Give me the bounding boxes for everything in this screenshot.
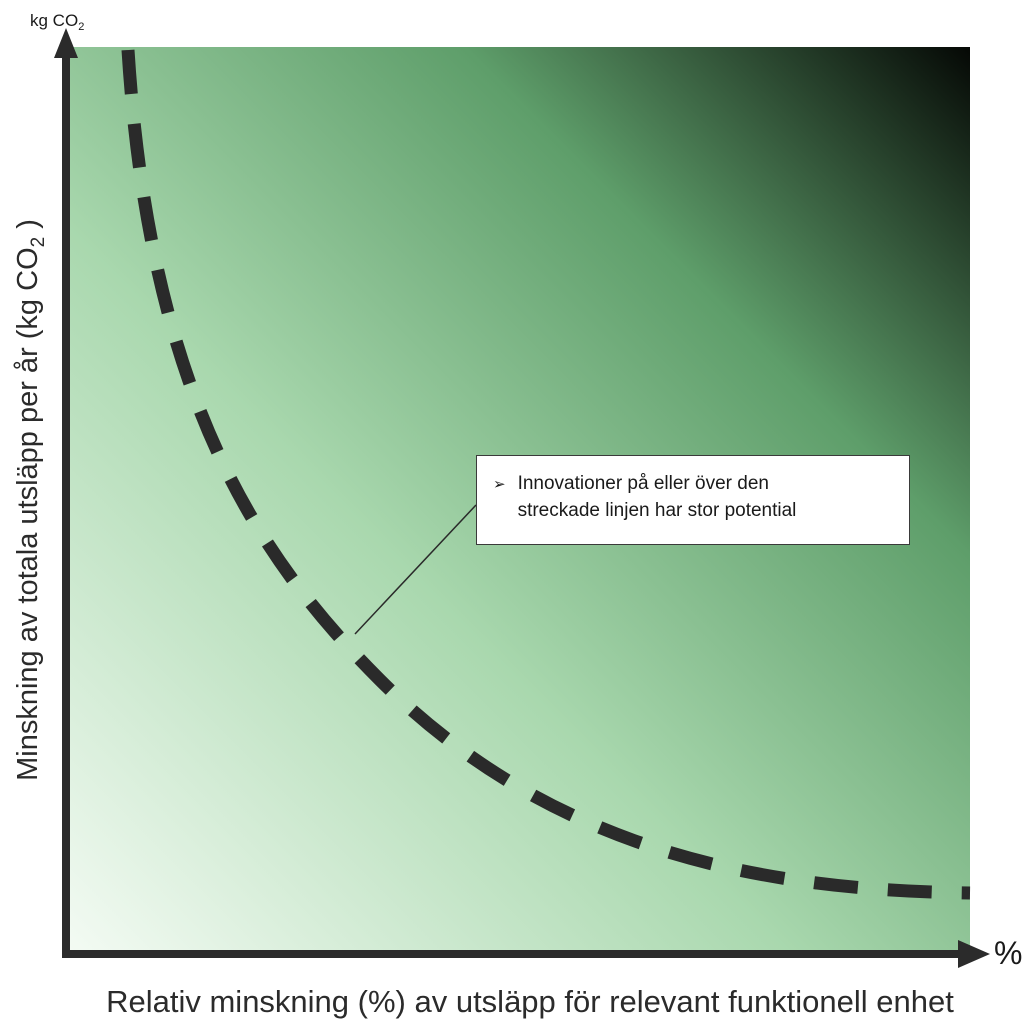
x-unit-label: % xyxy=(994,935,1022,971)
y-axis-arrow xyxy=(54,28,78,58)
y-axis-title: Minskning av totala utsläpp per år (kg C… xyxy=(12,219,49,781)
callout-text: Innovationer på eller över den streckade… xyxy=(518,470,797,524)
callout-bullet-icon: ➢ xyxy=(493,470,506,498)
x-axis-title: Relativ minskning (%) av utsläpp för rel… xyxy=(106,984,954,1019)
callout-text-line-1: Innovationer på eller över den xyxy=(518,470,797,497)
y-unit-label: kg CO2 xyxy=(30,11,84,33)
callout-box: ➢ Innovationer på eller över den strecka… xyxy=(476,455,910,545)
x-axis-arrow xyxy=(958,940,990,968)
callout-text-line-2: streckade linjen har stor potential xyxy=(518,497,797,524)
